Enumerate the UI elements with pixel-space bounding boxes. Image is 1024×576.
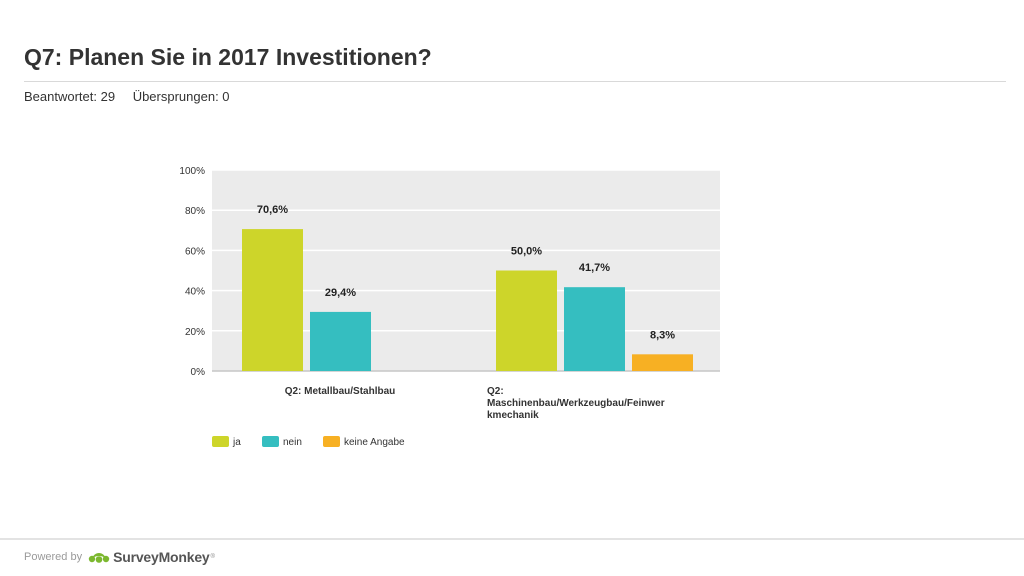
powered-by-text: Powered by bbox=[24, 551, 83, 563]
bar-ja bbox=[496, 270, 557, 371]
bar-nein bbox=[310, 311, 371, 371]
y-tick-label: 80% bbox=[185, 206, 205, 217]
trademark-mark: ® bbox=[210, 554, 215, 560]
data-label: 70,6% bbox=[257, 204, 288, 216]
legend-swatch bbox=[262, 436, 279, 447]
footer: Powered by SurveyMonkey ® bbox=[24, 547, 215, 567]
y-tick-label: 100% bbox=[179, 166, 205, 177]
bar-ja bbox=[242, 229, 303, 371]
data-label: 41,7% bbox=[579, 262, 610, 274]
legend-label: nein bbox=[283, 437, 302, 448]
brand-name: SurveyMonkey bbox=[113, 549, 210, 565]
y-tick-label: 60% bbox=[185, 246, 205, 257]
answered-count: Beantwortet: 29 bbox=[24, 89, 116, 104]
y-tick-label: 20% bbox=[185, 327, 205, 338]
category-label: Q2: Metallbau/Stahlbau bbox=[285, 386, 396, 397]
y-tick-label: 0% bbox=[191, 367, 206, 378]
page-title: Q7: Planen Sie in 2017 Investitionen? bbox=[24, 44, 432, 70]
legend-label: ja bbox=[232, 437, 241, 448]
skipped-count: Übersprungen: 0 bbox=[132, 89, 230, 104]
legend-swatch bbox=[212, 436, 229, 447]
category-label: Q2: bbox=[487, 386, 504, 397]
data-label: 8,3% bbox=[650, 329, 675, 341]
y-tick-label: 40% bbox=[185, 287, 205, 298]
legend-label: keine Angabe bbox=[344, 437, 405, 448]
header-divider bbox=[24, 81, 1006, 82]
legend-swatch bbox=[323, 436, 340, 447]
footer-divider bbox=[0, 538, 1024, 540]
surveymonkey-logo-icon bbox=[88, 553, 110, 563]
response-stats: Beantwortet: 29 Übersprungen: 0 bbox=[24, 89, 244, 104]
data-label: 50,0% bbox=[511, 246, 542, 258]
data-label: 29,4% bbox=[325, 287, 356, 299]
bar-keine-angabe bbox=[632, 354, 693, 371]
category-label: Maschinenbau/Werkzeugbau/Feinwer bbox=[487, 398, 665, 409]
category-label: kmechanik bbox=[487, 410, 539, 421]
bar-nein bbox=[564, 287, 625, 371]
